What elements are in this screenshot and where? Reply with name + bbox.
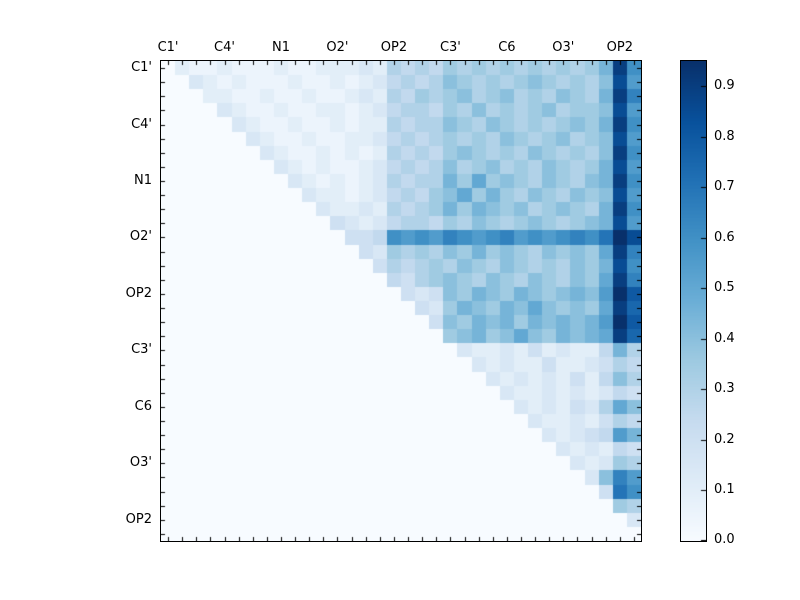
colorbar-tick-label: 0.9 [714,78,735,93]
colorbar-tick-label: 0.1 [714,482,735,497]
y-tick-label: C4' [131,116,152,132]
colorbar [680,60,707,542]
x-tick-label: OP2 [380,40,408,55]
y-tick-label: O2' [129,229,152,245]
plot-area [160,60,642,542]
colorbar-tick-label: 0.2 [714,432,735,447]
y-tick-label: OP2 [125,285,152,301]
colorbar-canvas [681,61,706,541]
x-tick-label: OP2 [606,40,633,55]
heatmap-canvas [161,61,641,541]
colorbar-tick-label: 0.6 [714,230,735,245]
x-tick-label: C4' [214,40,235,55]
colorbar-tick-label: 0.5 [714,280,735,295]
y-tick-label: O3' [129,455,152,471]
y-tick-label: C3' [131,342,152,358]
colorbar-tick-label: 0.0 [714,532,735,547]
y-tick-label: N1 [134,173,152,188]
y-tick-label: C6 [134,398,152,414]
x-tick-label: C3' [439,40,461,55]
x-tick-label: O2' [326,40,349,55]
colorbar-tick-label: 0.8 [714,129,735,144]
x-tick-label: C1' [157,40,179,55]
x-tick-label: O3' [552,40,575,55]
x-tick-label: N1 [272,40,290,55]
y-tick-label: C1' [131,60,152,76]
y-tick-label: OP2 [125,511,152,527]
x-tick-label: C6 [498,40,516,55]
colorbar-tick-label: 0.7 [714,179,735,194]
colorbar-tick-label: 0.3 [714,381,735,396]
colorbar-tick-label: 0.4 [714,331,735,346]
